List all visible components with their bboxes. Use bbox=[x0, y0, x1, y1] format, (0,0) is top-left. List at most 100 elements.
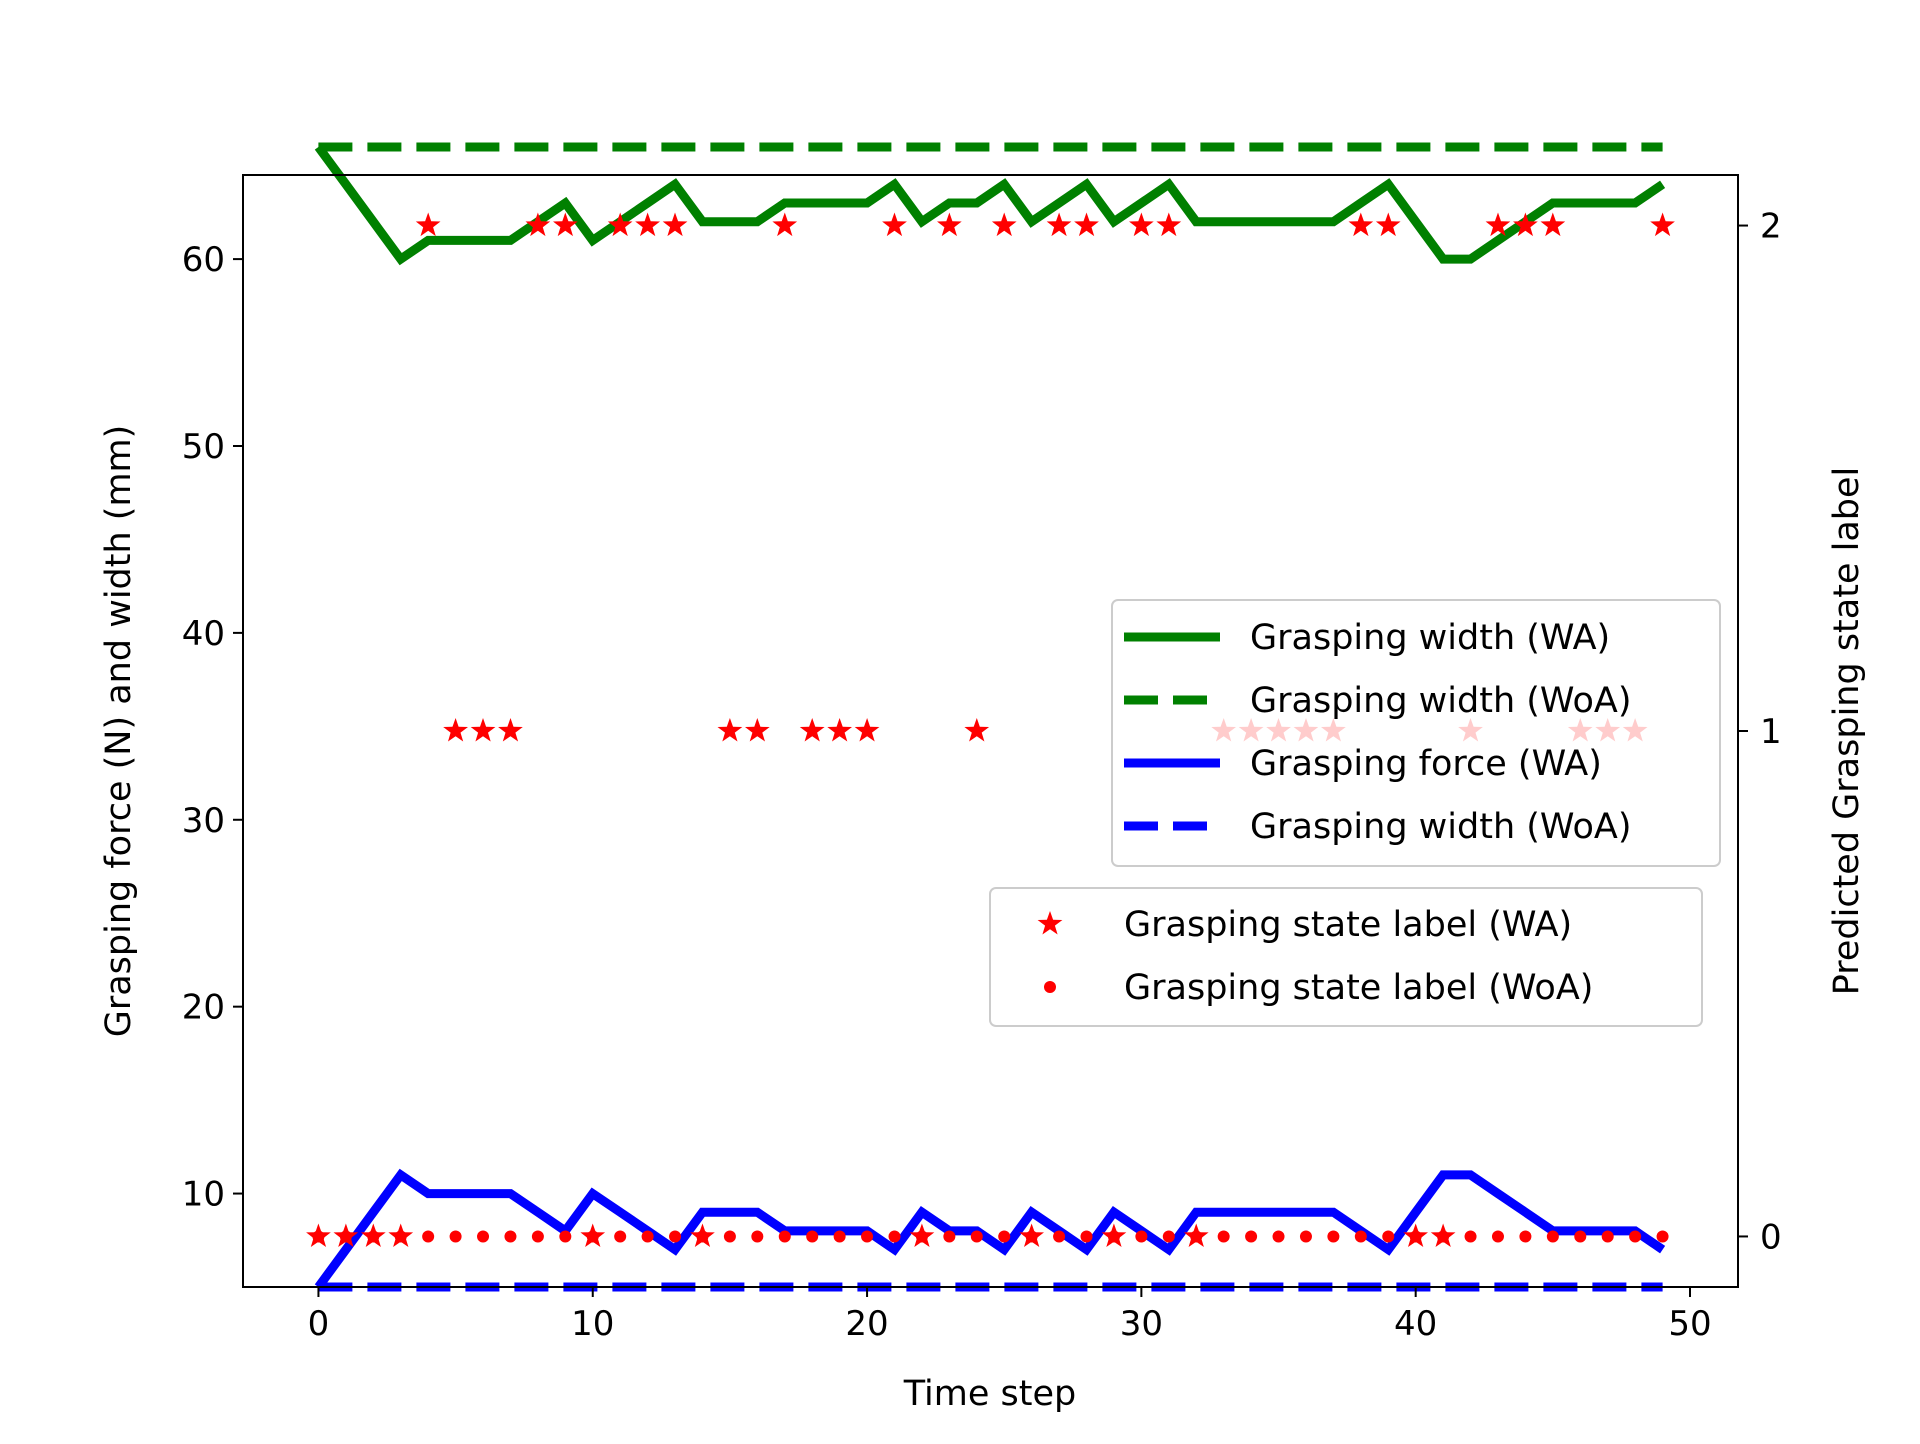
dot-point-11 bbox=[614, 1230, 627, 1243]
dot-point-18 bbox=[806, 1230, 819, 1243]
dot-point-5 bbox=[449, 1230, 462, 1243]
dot-point-35 bbox=[1272, 1230, 1285, 1243]
dot-point-9 bbox=[559, 1230, 572, 1243]
dot-point-6 bbox=[477, 1230, 490, 1243]
y-tick-label: 40 bbox=[182, 614, 225, 654]
legend-entry-label: Grasping state label (WoA) bbox=[1124, 968, 1593, 1008]
dot-point-40 bbox=[1409, 1230, 1422, 1243]
legend-box-lines bbox=[1111, 599, 1721, 867]
y-axis-label: Grasping force (N) and width (mm) bbox=[99, 425, 139, 1038]
dot-point-33 bbox=[1217, 1230, 1230, 1243]
dot-point-25 bbox=[998, 1230, 1011, 1243]
star-point-25 bbox=[991, 212, 1017, 237]
star-point-11 bbox=[607, 212, 633, 237]
legend-entry-label: Grasping width (WA) bbox=[1250, 618, 1610, 658]
star-point-24 bbox=[964, 718, 990, 742]
dot-point-22 bbox=[915, 1230, 928, 1243]
y-tick-label: 20 bbox=[182, 988, 225, 1028]
star-point-6 bbox=[470, 718, 496, 742]
y2-tick-label: 2 bbox=[1760, 207, 1782, 247]
dot-point-49 bbox=[1656, 1230, 1669, 1243]
star-point-31 bbox=[1156, 212, 1182, 237]
y2-tick-label: 1 bbox=[1760, 712, 1782, 752]
dot-point-39 bbox=[1382, 1230, 1395, 1243]
dot-point-3 bbox=[394, 1230, 407, 1243]
dot-point-24 bbox=[970, 1230, 983, 1243]
star-point-38 bbox=[1348, 212, 1374, 237]
dot-point-48 bbox=[1629, 1230, 1642, 1243]
legend-dot-swatch bbox=[1044, 981, 1056, 993]
star-point-21 bbox=[882, 212, 907, 237]
dot-point-29 bbox=[1107, 1230, 1120, 1243]
y-tick-label: 30 bbox=[182, 801, 225, 841]
star-point-20 bbox=[854, 718, 880, 742]
star-point-9 bbox=[553, 212, 578, 237]
star-point-28 bbox=[1074, 212, 1099, 237]
star-point-44 bbox=[1513, 212, 1538, 237]
dot-point-13 bbox=[669, 1230, 682, 1243]
dot-point-21 bbox=[888, 1230, 901, 1243]
star-point-23 bbox=[937, 212, 962, 237]
x-tick-label: 20 bbox=[845, 1304, 888, 1344]
dot-point-34 bbox=[1245, 1230, 1258, 1243]
x-axis-label: Time step bbox=[903, 1374, 1077, 1414]
legend-entry-label: Grasping state label (WA) bbox=[1124, 905, 1572, 945]
dot-point-20 bbox=[861, 1230, 874, 1243]
series-line-2 bbox=[314, 1168, 1666, 1290]
legend-layer: Grasping width (WA) Grasping width (WoA) G… bbox=[989, 599, 1721, 1027]
dot-point-45 bbox=[1546, 1230, 1559, 1243]
dot-point-32 bbox=[1190, 1230, 1203, 1243]
dot-point-47 bbox=[1601, 1230, 1614, 1243]
star-point-45 bbox=[1540, 212, 1566, 237]
dot-point-1 bbox=[339, 1230, 352, 1243]
legend-box-markers bbox=[989, 887, 1703, 1027]
dot-point-19 bbox=[833, 1230, 846, 1243]
dot-point-36 bbox=[1299, 1230, 1312, 1243]
star-point-19 bbox=[827, 718, 852, 742]
y-tick-label: 10 bbox=[182, 1175, 225, 1215]
dot-point-23 bbox=[943, 1230, 956, 1243]
x-tick-label: 0 bbox=[308, 1304, 330, 1344]
legend-entry-label: Grasping width (WoA) bbox=[1250, 681, 1631, 721]
star-point-30 bbox=[1129, 212, 1154, 237]
x-tick-label: 30 bbox=[1120, 1304, 1163, 1344]
x-tick-label: 50 bbox=[1668, 1304, 1711, 1344]
dot-point-4 bbox=[422, 1230, 435, 1243]
legend-entry-label: Grasping width (WoA) bbox=[1250, 807, 1631, 847]
star-point-5 bbox=[443, 718, 468, 742]
series-line-0 bbox=[314, 144, 1666, 266]
star-point-7 bbox=[498, 718, 523, 742]
dot-point-42 bbox=[1464, 1230, 1477, 1243]
dot-point-17 bbox=[778, 1230, 791, 1243]
star-point-16 bbox=[745, 718, 770, 742]
dot-point-30 bbox=[1135, 1230, 1148, 1243]
dot-point-14 bbox=[696, 1230, 709, 1243]
y2-axis-label: Predicted Grasping state label bbox=[1827, 467, 1867, 996]
star-point-8 bbox=[525, 212, 551, 237]
tick-layer: 0 10 20 30 40 50 10 20 30 40 50 60 0 1 2 bbox=[182, 207, 1782, 1344]
star-point-12 bbox=[635, 212, 660, 237]
star-point-18 bbox=[799, 718, 825, 742]
dot-point-28 bbox=[1080, 1230, 1093, 1243]
star-point-4 bbox=[415, 212, 441, 237]
dot-point-8 bbox=[531, 1230, 544, 1243]
dot-point-41 bbox=[1437, 1230, 1450, 1243]
star-point-15 bbox=[717, 718, 743, 742]
dot-point-7 bbox=[504, 1230, 517, 1243]
dot-point-2 bbox=[367, 1230, 380, 1243]
dot-point-46 bbox=[1574, 1230, 1587, 1243]
dot-point-10 bbox=[586, 1230, 599, 1243]
star-point-49 bbox=[1650, 212, 1675, 237]
star-point-13 bbox=[662, 212, 688, 237]
dot-point-15 bbox=[723, 1230, 736, 1243]
y2-tick-label: 0 bbox=[1760, 1217, 1782, 1257]
legend-entry-label: Grasping force (WA) bbox=[1250, 744, 1602, 784]
star-point-17 bbox=[772, 212, 798, 237]
dot-point-44 bbox=[1519, 1230, 1532, 1243]
dot-point-38 bbox=[1354, 1230, 1367, 1243]
x-tick-label: 10 bbox=[571, 1304, 614, 1344]
dot-point-16 bbox=[751, 1230, 764, 1243]
star-point-39 bbox=[1375, 212, 1401, 237]
